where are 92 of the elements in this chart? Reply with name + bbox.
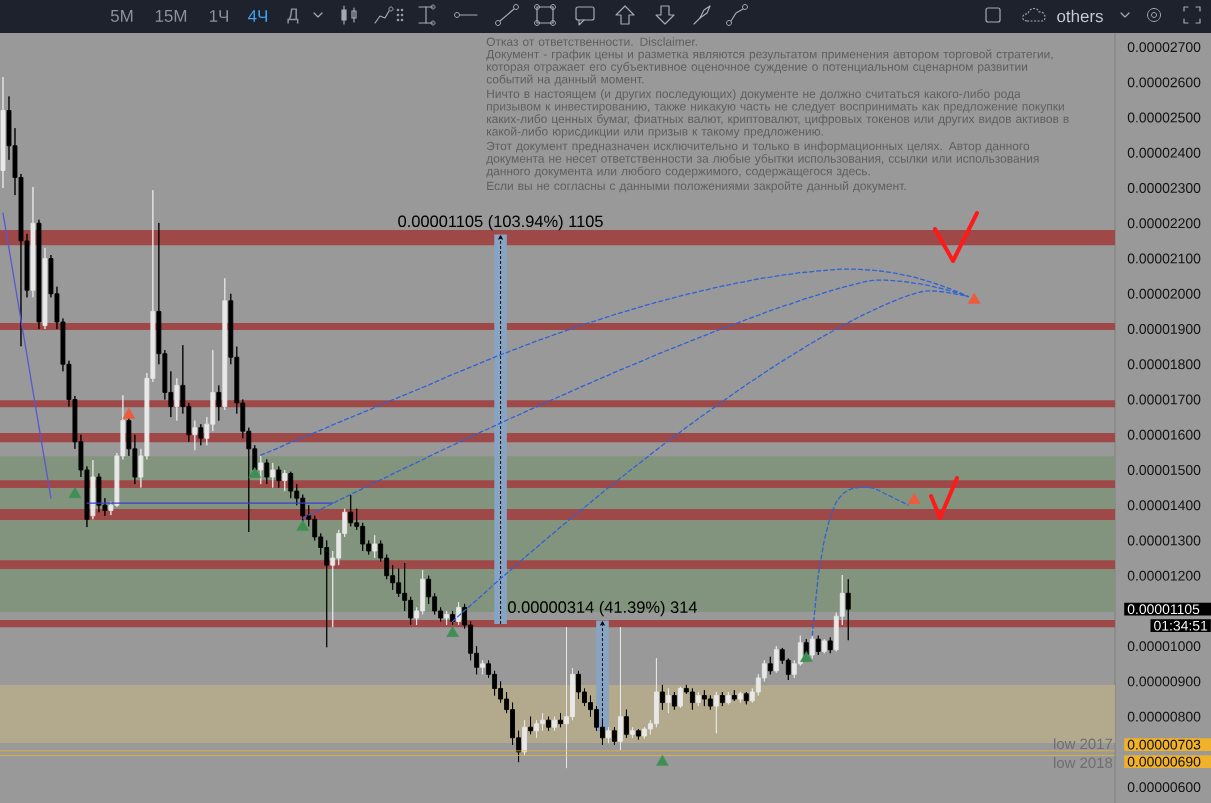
y-tick-label: 0.00002400 (1127, 147, 1201, 158)
candlestick (773, 645, 779, 674)
y-tick-label: 0.00000703 (1127, 739, 1201, 750)
candlestick (522, 719, 527, 756)
candlestick (270, 462, 276, 489)
candlestick (546, 716, 551, 732)
point (296, 519, 309, 531)
candlestick (719, 691, 725, 707)
point (907, 493, 921, 504)
point (446, 625, 459, 637)
candlestick (845, 578, 851, 641)
point (967, 292, 981, 304)
candlestick (30, 186, 36, 298)
candlestick (624, 709, 629, 739)
text: 01:34:51 (1154, 620, 1208, 631)
candlestick (677, 686, 683, 709)
y-tick-label: 0.00002100 (1127, 253, 1201, 264)
y-tick-label: 0.00001000 (1127, 641, 1201, 652)
y-tick-label: 0.00001105 (1127, 604, 1200, 615)
candlestick (276, 466, 282, 489)
candlestick (809, 635, 815, 659)
y-tick-label: 0.00002200 (1127, 218, 1201, 229)
candlestick (444, 610, 450, 626)
y-tick-label: 0.00000900 (1127, 676, 1201, 687)
annotation: Если вы не согласны с данными положениями закройте данный документ. (487, 181, 906, 193)
candlestick (767, 656, 773, 675)
text: 1Ч (209, 10, 228, 22)
data-label: 0.00000314 (41.39%) 314 (508, 600, 697, 617)
text: others (1057, 9, 1103, 23)
y-tick-label: 0.00001500 (1127, 465, 1201, 475)
candlestick (612, 726, 617, 746)
candlestick (695, 691, 701, 707)
candlestick (258, 455, 264, 485)
point (122, 407, 136, 419)
point (68, 487, 82, 498)
candlestick (264, 458, 270, 485)
candlestick (42, 247, 48, 330)
y-tick-label: 0.00001900 (1127, 324, 1201, 334)
candlestick (372, 534, 378, 559)
candlestick (671, 691, 677, 711)
candlestick (618, 626, 623, 751)
annotation: Ничто в настоящем (и других последующих) документе не должно считаться какого-либо рода призывом к инвестированию, также никакую часть не следует воспринимать как предложение покупки каких-либо ценных бумаг, фиатных валют, криптовалют, цифровых токенов или других видов активов в какой-либо юрисдикции или призыв к такому предложению. (487, 89, 1069, 139)
text: Д (287, 8, 299, 24)
y-tick-label: 0.00000690 (1127, 756, 1201, 767)
candlestick (743, 691, 749, 705)
y-tick-label: 0.00001300 (1127, 535, 1201, 546)
y-tick-label: 0.00001700 (1127, 394, 1201, 405)
candlestick (713, 691, 719, 734)
point (248, 467, 262, 478)
candlestick (222, 277, 228, 411)
data-label: 0.00001105 (103.94%) 1105 (398, 215, 603, 231)
y-tick-label: 0.00001800 (1127, 359, 1201, 370)
y-tick-label: 0.00002300 (1127, 183, 1201, 193)
y-tick-label: 0.00002600 (1127, 77, 1201, 88)
candlestick (636, 728, 641, 741)
candlestick (659, 684, 665, 711)
annotation: Отказ от ответственности. Disclaimer. (486, 37, 697, 46)
candlestick (630, 726, 635, 739)
text: 15M (155, 10, 187, 22)
y-tick-label: 0.00000600 (1127, 782, 1201, 793)
candlestick (528, 716, 533, 735)
candlestick (827, 636, 833, 654)
point (656, 754, 669, 766)
y-tick-label: 0.00001200 (1127, 570, 1201, 581)
candlestick (174, 377, 180, 422)
y-tick-label: 0.00001400 (1127, 500, 1201, 511)
candlestick (480, 659, 485, 675)
candlestick (0, 76, 6, 189)
y-tick-label: 0.00002700 (1127, 42, 1201, 53)
candlestick (198, 423, 204, 446)
candlestick (552, 716, 557, 732)
y-tick-label: 0.00002500 (1127, 112, 1201, 123)
point (800, 650, 813, 662)
candlestick (606, 726, 611, 744)
candlestick (282, 469, 288, 492)
candlestick (36, 219, 42, 330)
y-tick-label: 0.00000800 (1127, 711, 1201, 722)
candlestick (558, 712, 563, 728)
y-tick-label: 0.00001600 (1127, 429, 1201, 440)
candlestick (821, 638, 827, 654)
y-tick-label: 0.00002000 (1127, 288, 1201, 299)
candlestick (737, 691, 743, 704)
candlestick (665, 688, 671, 714)
candlestick (90, 459, 96, 520)
candlestick (725, 691, 731, 705)
candlestick (815, 635, 821, 656)
candlestick (216, 384, 222, 422)
ref-line-label: low 2017 (1054, 738, 1113, 750)
text: 5M (110, 10, 133, 22)
candlestick (192, 420, 198, 451)
text: 4Ч (248, 10, 267, 22)
candlestick (731, 689, 737, 702)
